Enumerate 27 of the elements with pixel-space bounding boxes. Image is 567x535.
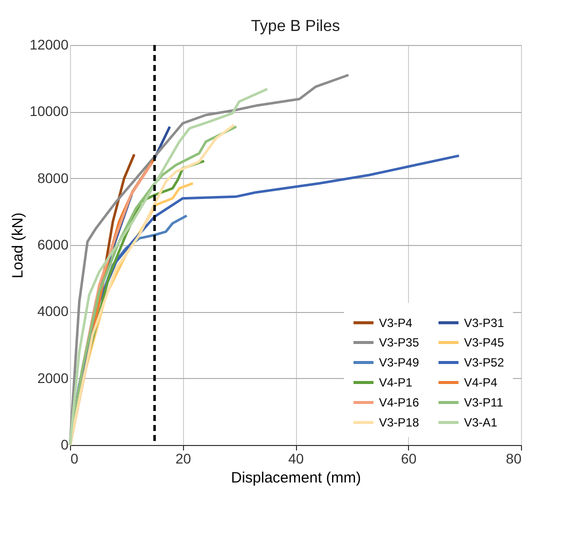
y-tick-label: 10000	[30, 103, 69, 120]
x-tick-label: 20	[175, 450, 192, 466]
x-tick-label: 40	[288, 450, 304, 466]
legend-label: V4-P4	[464, 376, 498, 390]
chart-title: Type B Piles	[251, 18, 340, 35]
legend-label: V3-P18	[379, 416, 420, 430]
legend-label: V4-P1	[379, 376, 413, 390]
y-tick-label: 2000	[37, 370, 69, 386]
legend-label: V3-P11	[464, 396, 504, 410]
x-tick-label: 60	[400, 450, 417, 466]
legend-label: V3-P4	[379, 316, 413, 330]
y-axis-title: Load (kN)	[10, 212, 27, 278]
legend-label: V3-P31	[464, 316, 504, 330]
y-tick-label: 12000	[30, 36, 69, 52]
x-tick-label: 80	[506, 450, 522, 466]
legend-label: V3-P35	[379, 336, 420, 350]
legend-label: V3-P49	[379, 356, 420, 370]
x-axis-title: Displacement (mm)	[230, 470, 362, 486]
y-tick-label: 0	[60, 436, 69, 452]
line-series	[68, 88, 269, 446]
legend-label: V3-P45	[464, 336, 504, 350]
y-tick-label: 4000	[37, 303, 69, 320]
legend-label: V3-P52	[464, 356, 504, 370]
y-tick-label: 6000	[37, 236, 69, 252]
legend-label: V3-A1	[464, 416, 498, 430]
legend-label: V4-P16	[379, 396, 420, 410]
y-tick-label: 8000	[37, 170, 69, 186]
